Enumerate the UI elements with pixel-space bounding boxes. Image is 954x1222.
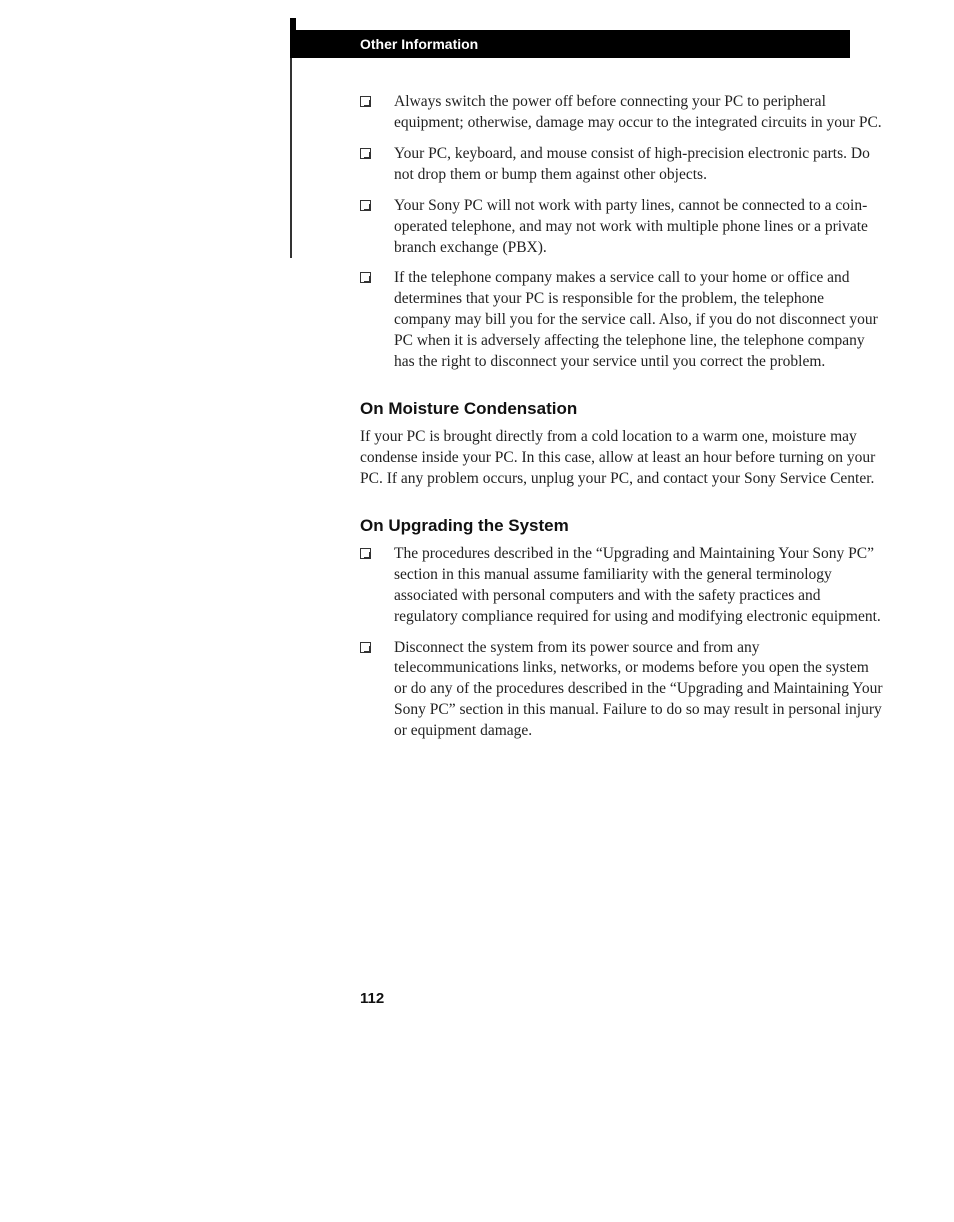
- list-item: Your PC, keyboard, and mouse consist of …: [360, 144, 884, 186]
- list-item-text: Your PC, keyboard, and mouse consist of …: [394, 145, 870, 183]
- section-header-bar: Other Information: [290, 30, 850, 58]
- checkbox-bullet-icon: [360, 642, 371, 653]
- list-item-text: Disconnect the system from its power sou…: [394, 639, 883, 740]
- upgrading-bullet-list: The procedures described in the “Upgradi…: [360, 544, 884, 742]
- section-header-label: Other Information: [360, 36, 478, 52]
- list-item-text: Your Sony PC will not work with party li…: [394, 197, 868, 256]
- page-content: Always switch the power off before conne…: [360, 58, 884, 742]
- checkbox-bullet-icon: [360, 96, 371, 107]
- heading-upgrading: On Upgrading the System: [360, 516, 884, 536]
- checkbox-bullet-icon: [360, 272, 371, 283]
- list-item: The procedures described in the “Upgradi…: [360, 544, 884, 628]
- list-item: Disconnect the system from its power sou…: [360, 638, 884, 743]
- checkbox-bullet-icon: [360, 148, 371, 159]
- list-item-text: Always switch the power off before conne…: [394, 93, 882, 131]
- heading-moisture: On Moisture Condensation: [360, 399, 884, 419]
- list-item-text: The procedures described in the “Upgradi…: [394, 545, 881, 625]
- intro-bullet-list: Always switch the power off before conne…: [360, 92, 884, 373]
- list-item: Always switch the power off before conne…: [360, 92, 884, 134]
- list-item-text: If the telephone company makes a service…: [394, 269, 878, 370]
- paragraph-moisture: If your PC is brought directly from a co…: [360, 427, 884, 490]
- left-vertical-rule: [290, 58, 292, 258]
- checkbox-bullet-icon: [360, 548, 371, 559]
- list-item: Your Sony PC will not work with party li…: [360, 196, 884, 259]
- list-item: If the telephone company makes a service…: [360, 268, 884, 373]
- checkbox-bullet-icon: [360, 200, 371, 211]
- page-number: 112: [360, 990, 384, 1007]
- manual-page: Other Information Always switch the powe…: [0, 0, 954, 1222]
